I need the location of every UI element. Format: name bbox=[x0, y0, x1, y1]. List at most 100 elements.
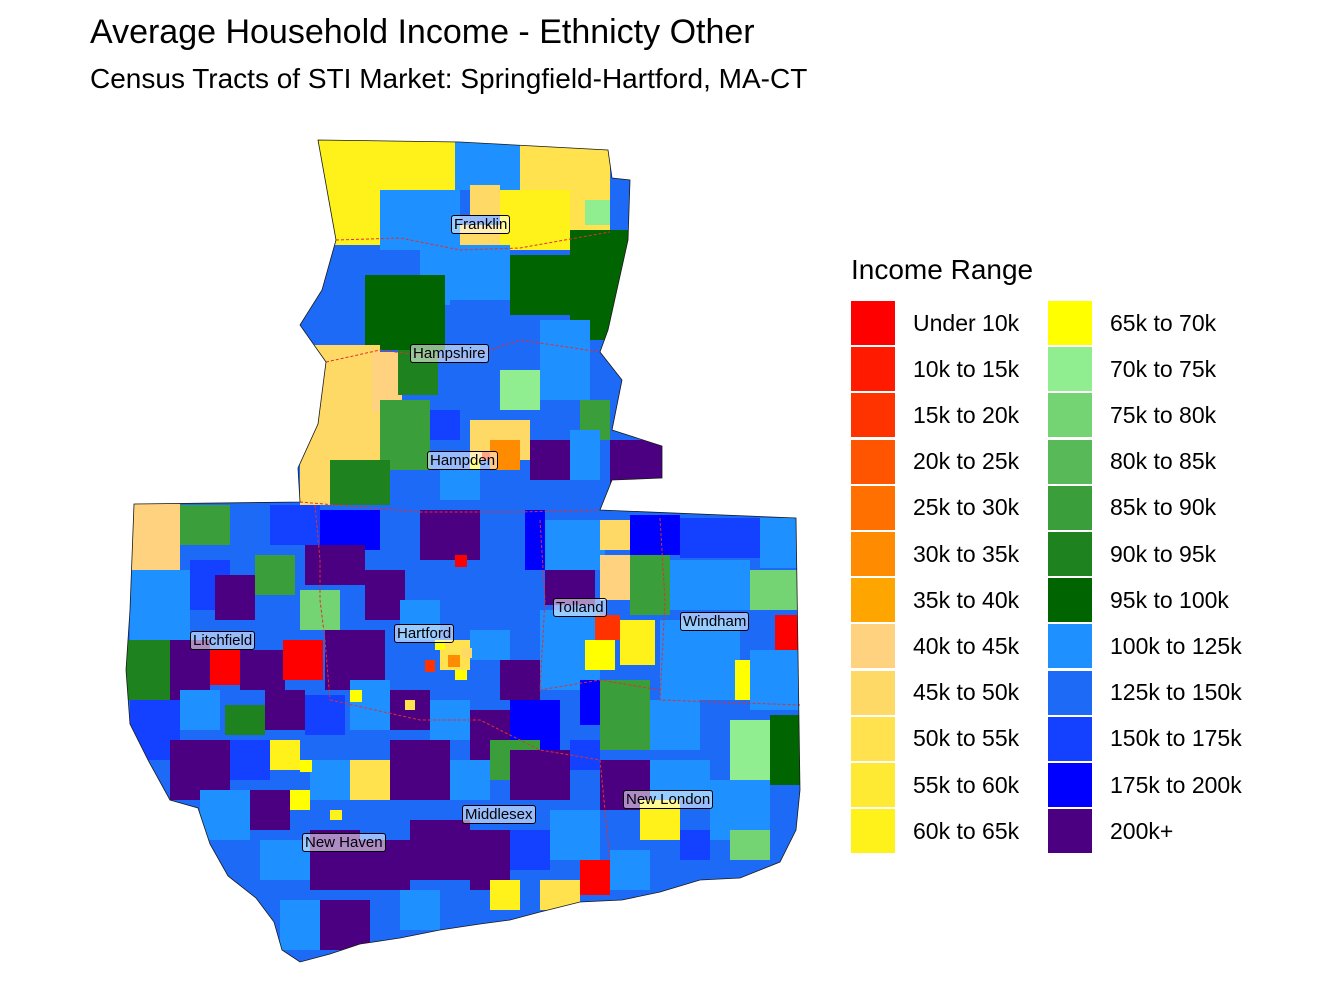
tract bbox=[265, 690, 305, 730]
chart-title: Average Household Income - Ethnicty Othe… bbox=[90, 13, 755, 51]
tract bbox=[770, 715, 800, 785]
legend-item: 35k to 40k bbox=[851, 577, 1019, 623]
boundary-litchfield-hartford bbox=[314, 504, 331, 701]
county-label-new-haven: New Haven bbox=[302, 833, 386, 852]
tract bbox=[580, 860, 610, 895]
tract bbox=[585, 200, 610, 225]
tract bbox=[380, 190, 460, 250]
tract bbox=[610, 440, 665, 485]
legend-item: 95k to 100k bbox=[1048, 577, 1229, 623]
tract bbox=[320, 900, 370, 950]
tract bbox=[510, 750, 570, 800]
county-label-hampshire: Hampshire bbox=[410, 344, 489, 363]
legend-item: 50k to 55k bbox=[851, 716, 1019, 762]
legend-item: 125k to 150k bbox=[1048, 670, 1242, 716]
legend-swatch bbox=[851, 578, 895, 623]
tract bbox=[410, 820, 470, 880]
tract bbox=[730, 720, 770, 780]
legend-label: 150k to 175k bbox=[1110, 725, 1242, 752]
legend-swatch bbox=[1048, 809, 1092, 854]
legend-swatch bbox=[1048, 393, 1092, 438]
tract bbox=[545, 520, 605, 570]
legend-label: 10k to 15k bbox=[913, 355, 1020, 382]
legend-item: 55k to 60k bbox=[851, 762, 1019, 808]
tract bbox=[270, 740, 300, 770]
boundary-franklin-hampshire bbox=[335, 231, 611, 251]
tract bbox=[210, 650, 240, 685]
legend-label: 95k to 100k bbox=[1110, 586, 1229, 613]
legend-swatch bbox=[1048, 624, 1092, 669]
boundary-ma-ct bbox=[299, 501, 601, 513]
tract bbox=[290, 790, 310, 810]
tract bbox=[350, 760, 390, 800]
tract bbox=[600, 520, 630, 550]
legend-label: 55k to 60k bbox=[913, 771, 1020, 798]
tract bbox=[425, 660, 435, 672]
chart-subtitle: Census Tracts of STI Market: Springfield… bbox=[90, 63, 808, 94]
legend-swatch bbox=[851, 439, 895, 484]
legend-swatch bbox=[851, 301, 895, 345]
tract bbox=[455, 140, 525, 190]
legend-item: 60k to 65k bbox=[851, 808, 1019, 854]
tract bbox=[570, 740, 600, 770]
county-boundaries bbox=[299, 231, 801, 861]
legend-swatch bbox=[1048, 670, 1092, 715]
legend-label: 65k to 70k bbox=[1110, 309, 1217, 336]
tract bbox=[540, 320, 590, 400]
legend-item: 40k to 45k bbox=[851, 623, 1019, 669]
legend-item: 30k to 35k bbox=[851, 531, 1019, 577]
county-label-hampden: Hampden bbox=[427, 451, 499, 470]
legend-item: 15k to 20k bbox=[851, 392, 1019, 438]
tract bbox=[320, 510, 380, 550]
legend-item: 90k to 95k bbox=[1048, 531, 1216, 577]
tract bbox=[600, 680, 650, 750]
legend-item: Under 10k bbox=[851, 300, 1019, 346]
legend-swatch bbox=[851, 393, 895, 438]
legend-item: 20k to 25k bbox=[851, 439, 1019, 485]
county-label-hartford: Hartford bbox=[394, 624, 455, 643]
tract bbox=[600, 555, 630, 600]
tract bbox=[750, 650, 800, 710]
legend-title: Income Range bbox=[851, 254, 1034, 285]
tract bbox=[255, 555, 295, 595]
county-label-middlesex: Middlesex bbox=[462, 805, 536, 824]
tract bbox=[130, 570, 190, 640]
county-label-windham: Windham bbox=[680, 612, 750, 631]
legend-item: 70k to 75k bbox=[1048, 346, 1216, 392]
tract bbox=[250, 790, 290, 830]
tract bbox=[525, 510, 545, 570]
tract bbox=[680, 518, 760, 558]
legend-label: 125k to 150k bbox=[1110, 679, 1242, 706]
tract bbox=[680, 830, 710, 860]
tract bbox=[240, 650, 285, 690]
tract bbox=[540, 880, 580, 910]
legend-item: 85k to 90k bbox=[1048, 485, 1216, 531]
legend-label: 25k to 30k bbox=[913, 494, 1020, 521]
legend-swatch bbox=[851, 716, 895, 761]
tract bbox=[400, 890, 440, 930]
legend-item: 100k to 125k bbox=[1048, 623, 1242, 669]
tract bbox=[570, 430, 600, 480]
legend-swatch bbox=[851, 532, 895, 576]
legend-label: 40k to 45k bbox=[913, 632, 1020, 659]
tract bbox=[455, 670, 467, 680]
tract bbox=[470, 185, 500, 215]
legend-label: 200k+ bbox=[1110, 817, 1174, 844]
legend-swatch bbox=[851, 670, 895, 715]
tract bbox=[390, 740, 450, 800]
tract bbox=[420, 510, 480, 560]
legend-label: 75k to 80k bbox=[1110, 401, 1217, 428]
county-label-litchfield: Litchfield bbox=[190, 631, 256, 650]
tract bbox=[305, 695, 345, 735]
tract bbox=[330, 460, 390, 505]
tract bbox=[510, 830, 550, 870]
legend-swatch bbox=[851, 624, 895, 669]
tract bbox=[300, 760, 312, 772]
legend-label: 15k to 20k bbox=[913, 401, 1020, 428]
legend-item: 75k to 80k bbox=[1048, 392, 1216, 438]
tract bbox=[180, 690, 220, 730]
legend-label: 30k to 35k bbox=[913, 540, 1020, 567]
tract bbox=[630, 515, 680, 555]
legend-label: 60k to 65k bbox=[913, 817, 1020, 844]
